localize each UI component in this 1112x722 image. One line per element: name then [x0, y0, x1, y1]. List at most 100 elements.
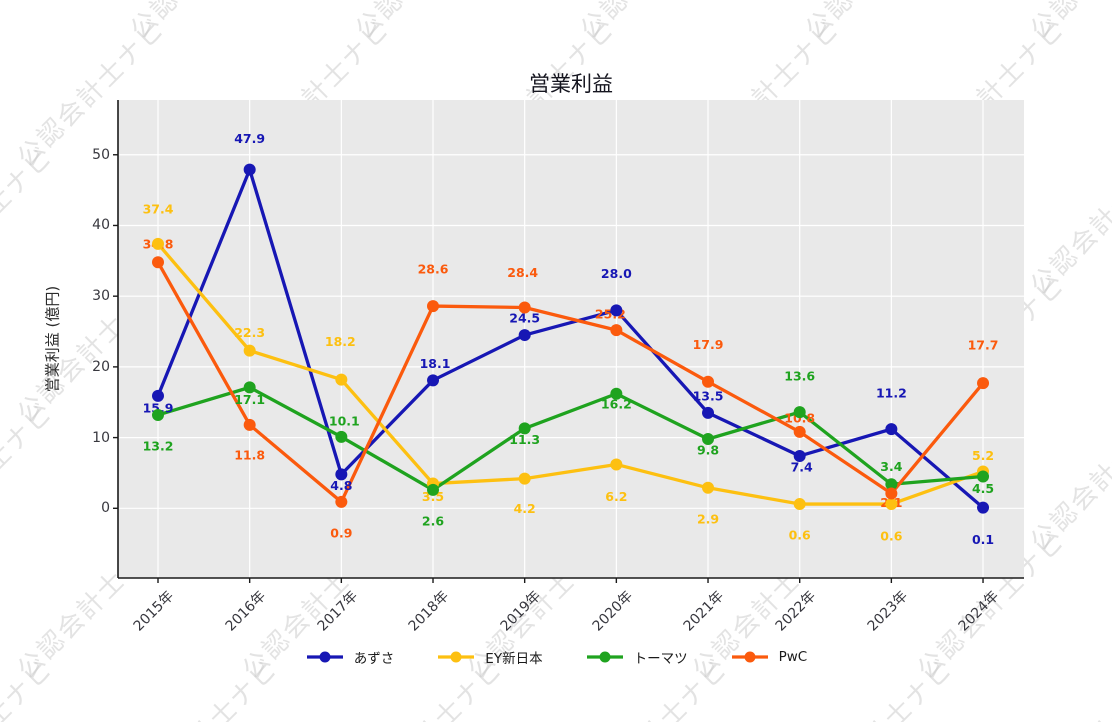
plot-area [118, 100, 1024, 578]
series-1-marker [702, 481, 715, 494]
data-label: 13.6 [784, 369, 815, 384]
y-tick-label: 10 [92, 429, 110, 446]
data-label: 47.9 [234, 131, 265, 146]
data-label: 17.1 [234, 392, 265, 407]
series-1-marker [335, 373, 348, 386]
series-0-marker [335, 468, 348, 481]
data-label: 18.1 [420, 356, 451, 371]
data-label: 28.0 [601, 266, 632, 281]
series-3-marker [152, 256, 164, 269]
series-1-marker [518, 472, 531, 485]
series-3-marker [793, 425, 806, 438]
legend-label: EY新日本 [485, 651, 543, 667]
axes [113, 100, 1024, 583]
series-0-marker [977, 501, 990, 514]
legend-line-marker-icon [438, 651, 475, 663]
legend-item-3: PwC [730, 649, 808, 665]
data-label: 4.2 [514, 501, 536, 516]
data-label: 4.8 [330, 478, 352, 493]
data-label: 6.2 [605, 489, 627, 504]
series-1-marker [793, 498, 806, 511]
data-label: 17.9 [693, 337, 724, 352]
data-label: 22.3 [234, 325, 265, 340]
data-label: 7.4 [791, 459, 813, 474]
series-3-marker [885, 487, 898, 500]
series-2-marker [243, 381, 256, 394]
gridlines [118, 100, 1024, 578]
data-label: 0.1 [972, 532, 994, 547]
legend-line-marker-icon [586, 651, 623, 663]
data-label: 11.8 [234, 447, 265, 462]
series-0-marker [243, 163, 256, 176]
data-label: 17.7 [968, 338, 999, 353]
series-3-marker [977, 377, 990, 390]
series-2-marker [793, 406, 806, 419]
data-label: 11.3 [509, 432, 540, 447]
series-2-marker [152, 408, 164, 421]
series-0-line [156, 167, 985, 510]
legend-label: PwC [778, 649, 808, 665]
data-label: 2.9 [697, 511, 719, 526]
series-3-marker [243, 418, 256, 431]
series-3-line [156, 260, 985, 504]
y-tick-label: 30 [92, 288, 110, 305]
series-0-marker [885, 423, 898, 436]
data-label: 3.5 [422, 489, 444, 504]
data-label: 18.2 [325, 334, 356, 349]
series-0-marker [610, 304, 623, 317]
series-3-marker [610, 324, 623, 337]
series-2-marker [610, 387, 623, 400]
legend-label: あずさ [353, 651, 395, 667]
series-1-marker [610, 458, 623, 471]
legend-item-2: トーマツ [585, 647, 688, 667]
data-label: 9.8 [697, 443, 719, 458]
data-label: 4.5 [972, 481, 994, 496]
series-0-marker [152, 389, 164, 402]
data-label: 5.2 [972, 448, 994, 463]
legend-line-marker-icon [731, 651, 768, 663]
y-tick-label: 50 [92, 146, 110, 163]
data-label: 28.4 [507, 265, 538, 280]
series-0-marker [518, 329, 531, 342]
data-label: 2.6 [422, 513, 444, 528]
series-2-marker [335, 430, 348, 443]
legend-label: トーマツ [633, 651, 688, 667]
data-label: 13.2 [143, 438, 174, 453]
series-lines [156, 167, 985, 510]
series-1-line [156, 242, 985, 506]
data-label: 37.4 [143, 201, 174, 216]
legend-item-0: あずさ [305, 647, 395, 667]
data-label: 24.5 [509, 311, 540, 326]
data-label: 10.1 [329, 413, 360, 428]
series-0-marker [702, 406, 715, 419]
legend: あずさ EY新日本 トーマツ PwC [0, 647, 1112, 667]
series-1-marker [243, 344, 256, 357]
y-tick-label: 20 [92, 358, 110, 375]
data-label: 15.9 [143, 400, 174, 415]
data-label: 0.9 [330, 525, 352, 540]
series-2-marker [427, 483, 440, 496]
series-2-marker [518, 422, 531, 435]
data-label: 16.2 [601, 396, 632, 411]
data-label: 3.4 [880, 459, 902, 474]
data-label: 11.2 [876, 386, 907, 401]
series-3-marker [427, 300, 440, 313]
data-label: 0.6 [880, 529, 902, 544]
data-label: 0.6 [789, 528, 811, 543]
series-3-marker [335, 495, 348, 508]
series-1-marker [152, 237, 164, 250]
series-3-marker [702, 375, 715, 388]
chart-title: 営業利益 [529, 72, 613, 96]
legend-item-1: EY新日本 [436, 647, 543, 667]
series-markers [152, 163, 990, 514]
series-0-marker [793, 449, 806, 462]
data-label: 28.6 [418, 262, 449, 277]
y-tick-label: 0 [101, 500, 110, 517]
y-tick-label: 40 [92, 217, 110, 234]
series-2-line [156, 385, 985, 492]
series-1-marker [885, 498, 898, 511]
legend-line-marker-icon [306, 651, 343, 663]
series-2-marker [885, 478, 898, 491]
